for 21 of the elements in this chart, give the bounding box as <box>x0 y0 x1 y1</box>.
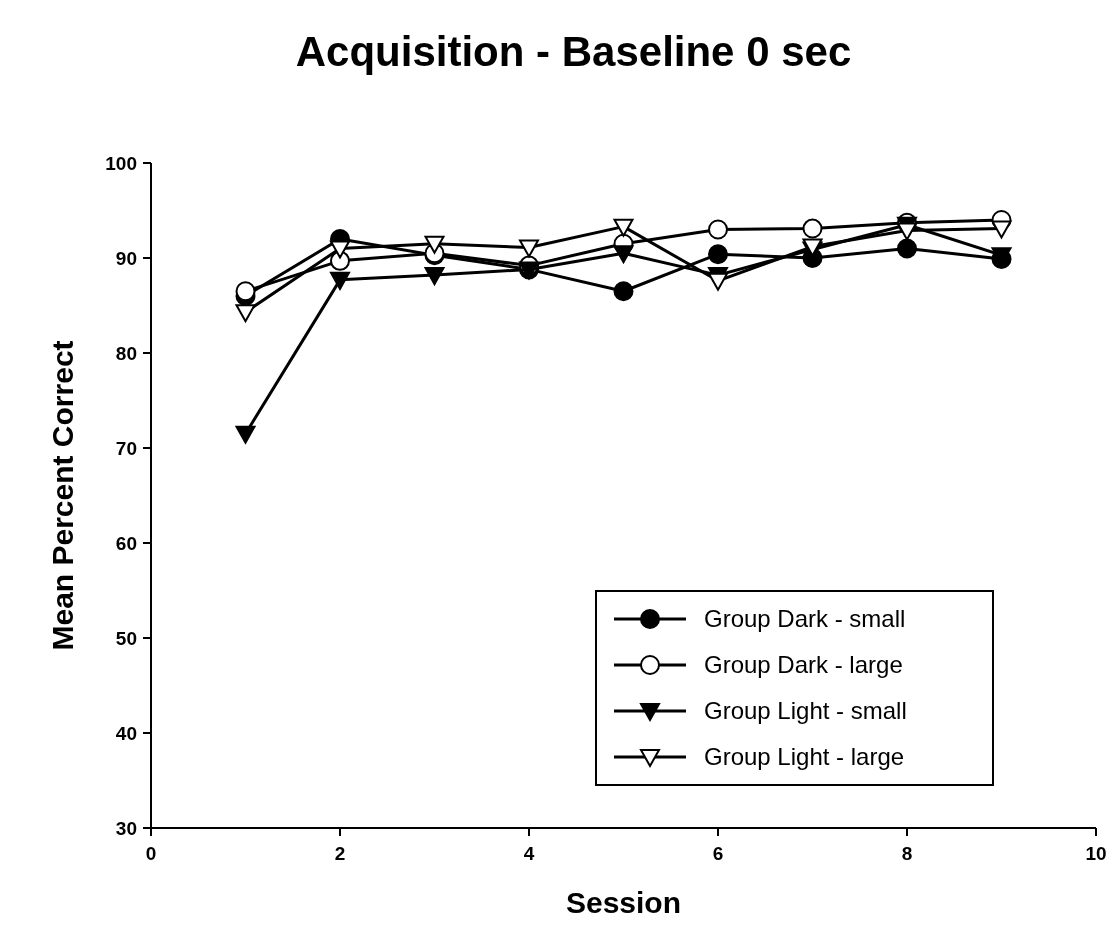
y-axis-title: Mean Percent Correct <box>46 340 79 651</box>
y-tick-label: 30 <box>115 817 137 839</box>
x-tick-label: 4 <box>523 843 535 864</box>
y-tick-label: 80 <box>115 342 137 364</box>
x-axis-title: Session <box>565 886 682 919</box>
legend-label: Group Dark - large <box>704 651 903 679</box>
x-tick-label: 2 <box>334 843 346 864</box>
legend-label: Group Light - large <box>704 743 905 771</box>
y-tick-label: 70 <box>115 437 137 459</box>
x-tick-label: 10 <box>1085 843 1107 864</box>
y-tick-label: 60 <box>115 532 137 554</box>
x-tick-label: 6 <box>712 843 724 864</box>
chart-title: Acquisition - Baseline 0 sec <box>295 28 852 75</box>
y-tick-label: 50 <box>115 627 137 649</box>
y-tick-label: 40 <box>115 722 137 744</box>
y-tick-label: 90 <box>115 247 137 269</box>
legend-label: Group Dark - small <box>704 605 906 633</box>
legend-label: Group Light - small <box>704 697 907 725</box>
x-tick-label: 8 <box>901 843 913 864</box>
y-tick-label: 100 <box>105 152 137 174</box>
x-tick-label: 0 <box>145 843 157 864</box>
